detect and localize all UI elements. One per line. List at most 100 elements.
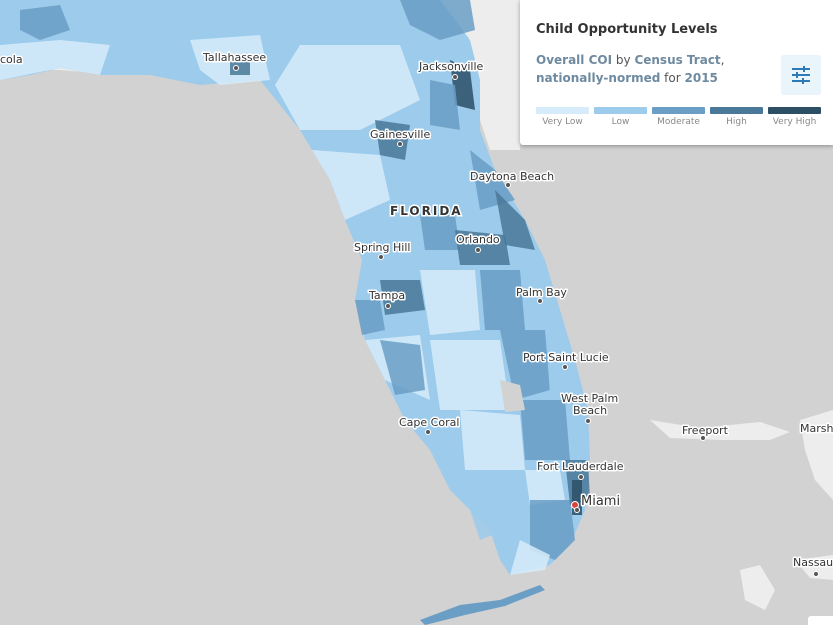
year-value[interactable]: 2015 [684,71,718,85]
subtitle-for: for [664,71,681,85]
tract-patch[interactable] [312,150,390,220]
land-bahamas-3 [740,565,775,610]
city-tampa: Tampa [368,289,405,302]
city-dot [813,571,819,577]
legend-label: Very High [772,117,817,127]
tract-patch[interactable] [410,140,480,205]
land-bahamas-4 [795,555,833,580]
sliders-icon [792,66,810,84]
florida-keys [420,585,545,625]
city-dot [574,507,580,513]
city-dot [537,298,543,304]
legend: Very Low Low Moderate High Very High [536,107,821,127]
land-bahamas [650,420,790,440]
city-cape-coral: Cape Coral [399,416,459,429]
settings-button[interactable] [781,55,821,95]
tract-patch[interactable] [420,215,460,250]
tract-patch[interactable] [275,45,420,130]
tract-patch[interactable] [120,15,190,55]
tract-patch[interactable] [375,120,410,160]
city-dot [452,74,458,80]
city-tallahassee: Tallahassee [202,51,266,64]
city-port-saint-lucie: Port Saint Lucie [523,351,609,364]
tract-patch[interactable] [0,40,110,80]
panel-subtitle: Overall COI by Census Tract, nationally-… [536,51,766,87]
tract-patch[interactable] [500,330,550,400]
legend-swatch [710,107,763,114]
tract-patch[interactable] [520,400,570,460]
tract-patch[interactable] [455,230,510,265]
city-west-palm-2: Beach [573,404,607,417]
legend-swatch [768,107,821,114]
legend-swatch [652,107,705,114]
panel-title: Child Opportunity Levels [536,22,718,37]
tract-patch[interactable] [520,250,555,310]
tract-patch[interactable] [380,280,425,315]
city-dot [505,182,511,188]
legend-swatch [594,107,647,114]
tract-patch[interactable] [400,0,475,40]
city-freeport: Freeport [682,424,729,437]
city-nassau: Nassau [793,556,833,569]
tract-patch[interactable] [545,320,575,400]
legend-label: Moderate [657,117,700,127]
legend-item: High [710,107,763,127]
legend-label: Very Low [542,117,583,127]
land-bahamas-2 [800,410,833,500]
city-dot [578,474,584,480]
city-orlando: Orlando [456,233,500,246]
city-palm-bay: Palm Bay [516,286,567,299]
tract-patch[interactable] [480,270,525,330]
legend-swatch [536,107,589,114]
tract-patch[interactable] [380,340,425,395]
tract-patch[interactable] [270,0,360,45]
geography-name[interactable]: Census Tract [634,53,721,67]
subtitle-by: by [615,53,631,67]
legend-item: Low [594,107,647,127]
city-dot [585,418,591,424]
subtitle-comma: , [720,53,725,67]
city-west-palm-1: West Palm [561,392,618,405]
legend-item: Moderate [652,107,705,127]
tract-patch[interactable] [420,270,480,335]
city-dot [475,247,481,253]
lake-okeechobee [500,380,525,412]
tract-patch[interactable] [525,470,565,505]
city-marsh: Marsh [800,422,833,435]
index-name[interactable]: Overall COI [536,53,613,67]
legend-panel: Child Opportunity Levels Overall COI by … [520,0,833,145]
legend-label: Low [611,117,630,127]
city-miami: Miami [581,494,620,509]
tract-patch[interactable] [20,5,70,40]
city-pensacola: cola [0,53,23,66]
map-control-button[interactable] [808,616,833,625]
tract-patch[interactable] [510,540,550,575]
city-spring-hill: Spring Hill [354,241,410,254]
tract-patch[interactable] [430,80,460,130]
legend-item: Very High [768,107,821,127]
city-dot [425,429,431,435]
city-fort-lauderdale: Fort Lauderdale [537,460,624,473]
city-dot [233,65,239,71]
city-dot [562,364,568,370]
tract-patch[interactable] [355,300,385,335]
legend-item: Very Low [536,107,589,127]
tract-patch[interactable] [460,410,525,470]
normalization-name[interactable]: nationally-normed [536,71,661,85]
legend-label: High [726,117,747,127]
tract-patch[interactable] [530,500,575,560]
tract-patch[interactable] [405,415,460,460]
city-daytona: Daytona Beach [470,170,554,183]
city-gainesville: Gainesville [370,128,430,141]
tract-patch[interactable] [450,470,530,540]
city-dot [385,303,391,309]
tract-patch[interactable] [430,340,510,410]
state-label: FLORIDA [390,204,463,218]
city-labels: cola Tallahassee Jacksonville Gainesvill… [0,50,833,577]
city-jacksonville: Jacksonville [418,60,484,73]
tract-patch[interactable] [470,150,515,210]
city-dot [700,435,706,441]
opportunity-tracts [0,0,590,575]
city-dot [378,254,384,260]
city-dot [397,141,403,147]
